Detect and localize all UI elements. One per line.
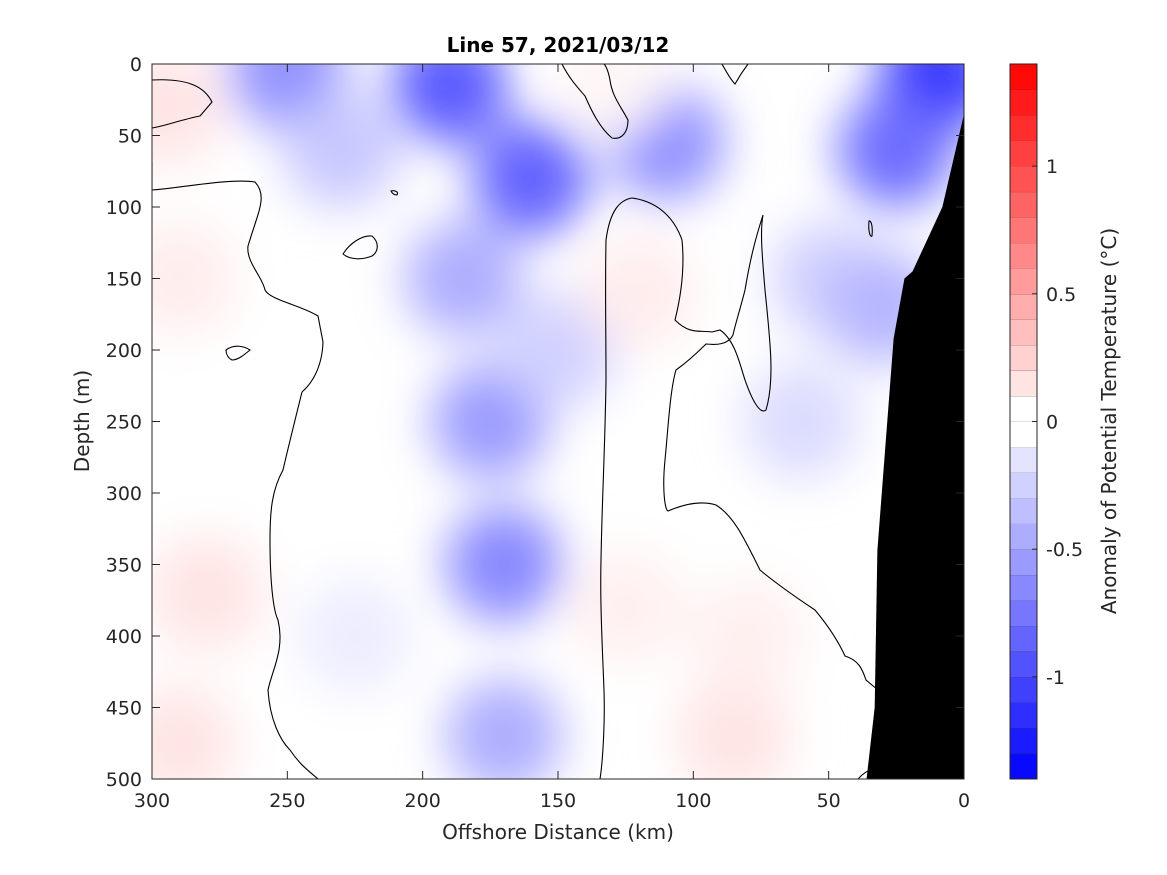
x-tick-label: 0 <box>958 790 970 812</box>
colorbar-level <box>1010 344 1037 371</box>
x-tick-label: 100 <box>675 790 711 812</box>
colorbar-level <box>1010 421 1037 448</box>
colorbar-level <box>1010 472 1037 499</box>
x-tick-label: 50 <box>817 790 841 812</box>
colorbar-level <box>1010 574 1037 601</box>
anomaly-patch-21 <box>675 678 792 779</box>
colorbar-level <box>1010 166 1037 192</box>
colorbar-level <box>1010 140 1037 167</box>
y-axis-label: Depth (m) <box>70 370 94 472</box>
anomaly-patch-4 <box>838 91 955 208</box>
colorbar-level <box>1010 676 1037 703</box>
anomaly-patch-19 <box>152 685 238 779</box>
y-tick-label: 300 <box>106 483 142 505</box>
anomaly-patch-22 <box>689 578 806 694</box>
colorbar-level <box>1010 447 1037 473</box>
anomaly-patch-20 <box>581 234 698 351</box>
colorbar-level <box>1010 217 1037 244</box>
colorbar-level <box>1010 64 1037 90</box>
colorbar-level <box>1010 115 1037 141</box>
colorbar-tick-label: 0.5 <box>1046 284 1076 306</box>
y-axis: 0 50 100 150 200 250 300 350 400 450 500 <box>106 54 964 791</box>
y-tick-label: 50 <box>118 126 142 148</box>
y-tick-label: 100 <box>106 197 142 219</box>
anomaly-patch-11 <box>500 292 616 408</box>
colorbar-tick-label: -0.5 <box>1046 539 1083 561</box>
colorbar-level <box>1010 523 1037 550</box>
x-axis: 300 250 200 150 100 50 0 <box>134 64 970 812</box>
colorbar-level <box>1010 395 1037 422</box>
colorbar-tick-label: 1 <box>1046 156 1058 178</box>
anomaly-patch-6 <box>283 91 400 208</box>
y-tick-label: 150 <box>106 269 142 291</box>
zero-contour-surface <box>561 64 749 139</box>
y-tick-label: 500 <box>106 769 142 791</box>
anomaly-patch-7 <box>445 506 562 623</box>
x-tick-label: 300 <box>134 790 170 812</box>
colorbar-level <box>1010 625 1037 652</box>
zero-contours <box>152 64 879 779</box>
colorbar-tick-label: -1 <box>1046 667 1065 689</box>
anomaly-patch-12 <box>743 363 860 480</box>
colorbar-level <box>1010 242 1037 269</box>
anomaly-patch-10 <box>445 678 562 779</box>
zero-contour-blob-2 <box>225 345 251 361</box>
colorbar-level <box>1010 293 1037 320</box>
anomaly-field <box>152 64 964 779</box>
anomaly-patch-17 <box>152 220 238 337</box>
colorbar-level <box>1010 370 1037 397</box>
zero-contour-western <box>152 79 324 779</box>
colorbar-level <box>1010 498 1037 524</box>
anomaly-patch-23 <box>567 549 684 666</box>
y-tick-label: 250 <box>106 412 142 434</box>
anomaly-patch-15 <box>297 578 413 694</box>
colorbar-level <box>1010 727 1037 754</box>
zero-contour-blob-4 <box>868 220 873 237</box>
zero-contour-blob-3 <box>390 190 399 196</box>
zero-contour-blob-1 <box>342 235 378 260</box>
x-tick-label: 250 <box>269 790 305 812</box>
colorbar-ticks: -1 -0.5 0 0.5 1 <box>1032 156 1083 689</box>
zero-contour-eastern <box>599 197 879 779</box>
plot-area <box>151 63 965 780</box>
y-tick-label: 0 <box>130 54 142 76</box>
colorbar: -1 -0.5 0 0.5 1 Anomaly of Potential Tempera… <box>1009 63 1121 780</box>
y-tick-label: 400 <box>106 626 142 648</box>
x-axis-label: Offshore Distance (km) <box>442 820 674 844</box>
colorbar-level <box>1010 702 1037 729</box>
y-tick-label: 450 <box>106 698 142 720</box>
anomaly-patch-0 <box>391 64 508 144</box>
colorbar-level <box>1010 651 1037 678</box>
colorbar-level <box>1010 89 1037 116</box>
x-tick-label: 200 <box>405 790 441 812</box>
chart-title: Line 57, 2021/03/12 <box>447 33 670 57</box>
colorbar-level <box>1010 191 1037 218</box>
bathymetry-mask <box>866 114 964 780</box>
colorbar-tick-label: 0 <box>1046 412 1058 434</box>
anomaly-patch-9 <box>405 220 522 337</box>
anomaly-patch-24 <box>554 64 671 137</box>
colorbar-level <box>1010 268 1037 295</box>
anomaly-patch-1 <box>472 120 589 237</box>
x-tick-label: 150 <box>540 790 576 812</box>
colorbar-level <box>1010 753 1037 780</box>
y-tick-label: 350 <box>106 555 142 577</box>
y-tick-label: 200 <box>106 340 142 362</box>
colorbar-level <box>1010 319 1037 346</box>
colorbar-level <box>1010 549 1037 576</box>
colorbar-label: Anomaly of Potential Temperature (°C) <box>1097 228 1121 614</box>
anomaly-patch-18 <box>152 535 265 652</box>
colorbar-levels <box>1010 63 1037 780</box>
colorbar-level <box>1010 600 1037 627</box>
anomaly-patch-16 <box>152 64 224 165</box>
